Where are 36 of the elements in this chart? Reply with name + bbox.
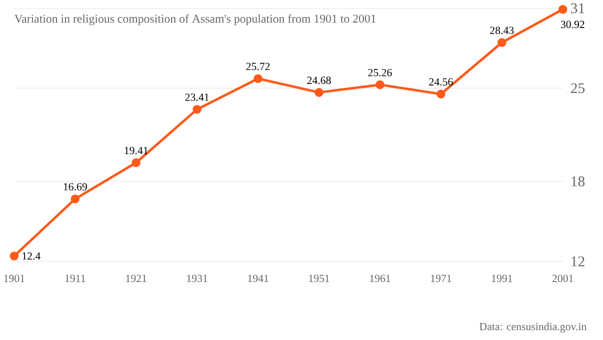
data-label: 25.26 xyxy=(368,68,392,76)
point xyxy=(192,104,202,114)
y-tick-label: 12 xyxy=(572,256,584,266)
data-label: 30.92 xyxy=(560,20,584,28)
y-tick-label: 31 xyxy=(571,3,584,14)
data-label: 24.56 xyxy=(429,78,453,86)
chart-title: Variation in religious composition of Assam's population from 1901 to 2001 xyxy=(14,14,376,26)
point xyxy=(558,4,568,14)
x-tick-label: 1961 xyxy=(370,274,390,282)
x-tick-label: 1911 xyxy=(65,274,86,282)
point xyxy=(70,194,80,204)
data-label: 28.43 xyxy=(490,26,514,34)
point xyxy=(376,80,384,90)
point xyxy=(10,252,19,260)
point xyxy=(436,90,446,98)
x-tick-label: 1941 xyxy=(248,274,268,282)
data-label: 19.41 xyxy=(124,146,148,154)
x-tick-label: 1991 xyxy=(492,274,512,282)
y-tick-label: 18 xyxy=(572,176,585,186)
point xyxy=(132,158,141,168)
point xyxy=(254,74,262,84)
x-tick-label: 1901 xyxy=(4,274,24,282)
data-label: 24.68 xyxy=(307,76,331,84)
data-label: 16.69 xyxy=(64,183,87,190)
point xyxy=(497,38,506,47)
data-label: 12.4 xyxy=(22,252,40,260)
x-tick-label: 2001 xyxy=(552,274,574,282)
y-tick-label: 25 xyxy=(570,83,585,94)
x-tick-label: 1921 xyxy=(126,274,146,282)
x-tick-label: 1971 xyxy=(431,274,452,282)
data-label: 25.72 xyxy=(246,62,270,70)
text: Data: censusindia.gov.in xyxy=(480,322,587,333)
x-tick-label: 1931 xyxy=(187,274,208,282)
x-tick-label: 1951 xyxy=(309,274,330,282)
data-label: 23.41 xyxy=(185,94,209,101)
point xyxy=(314,88,324,97)
